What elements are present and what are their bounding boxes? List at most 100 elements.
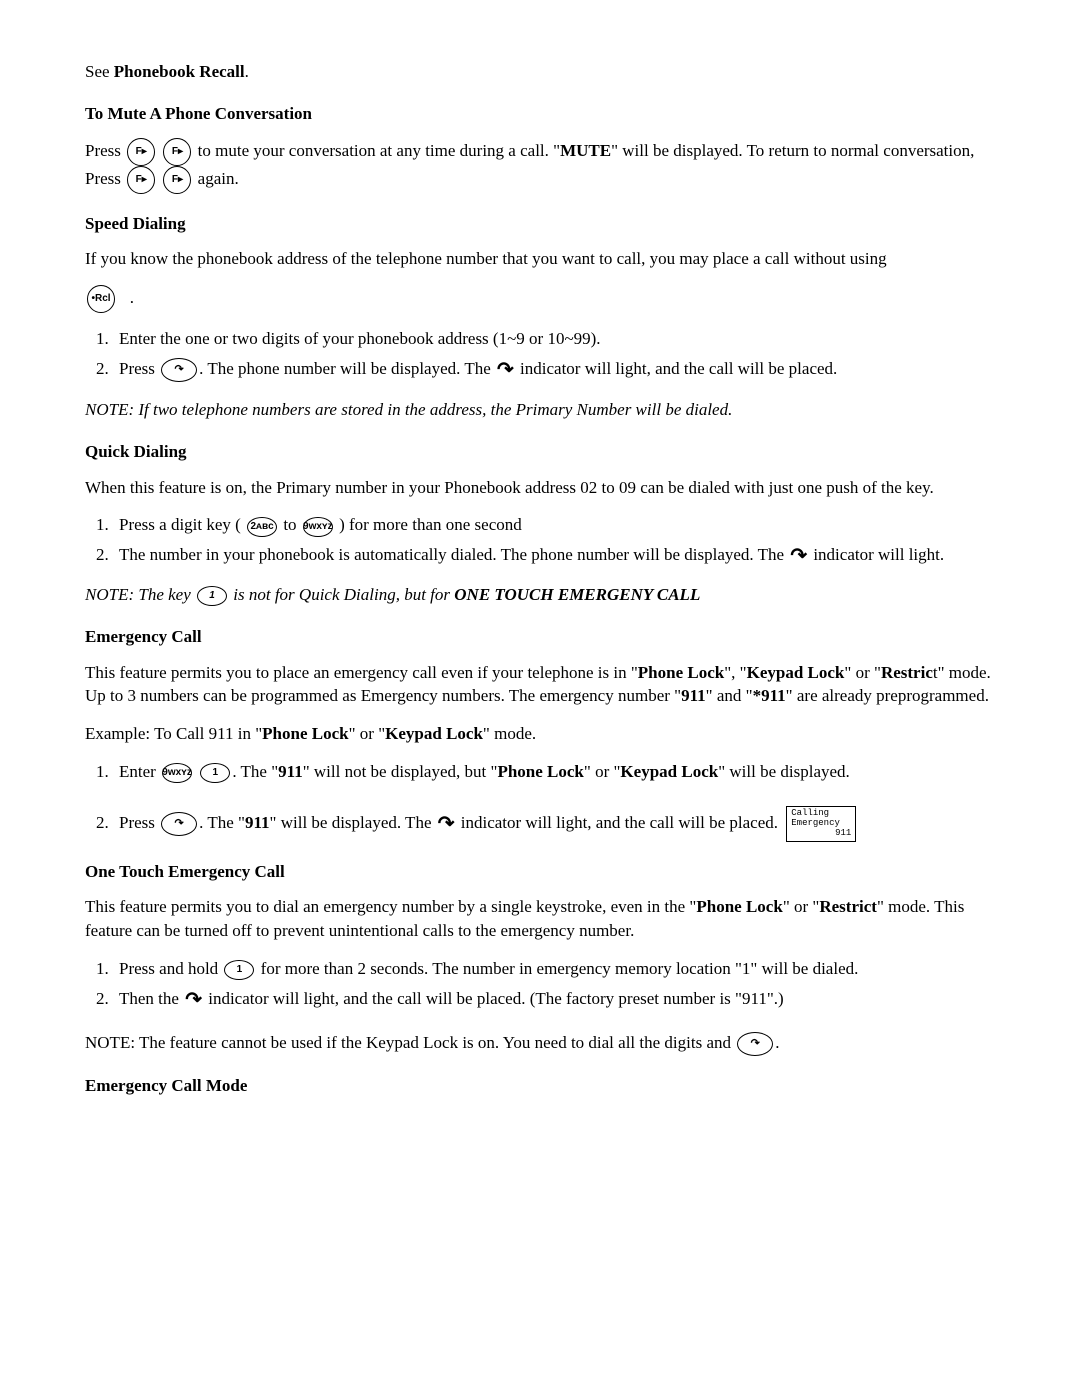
text: is not for Quick Dialing, but for xyxy=(233,585,454,604)
key-1-icon: 1 xyxy=(197,586,227,606)
list-item: Press ↷. The phone number will be displa… xyxy=(113,357,995,382)
text: ONE TOUCH EMERGENY CALL xyxy=(454,585,700,604)
emergency-list: Enter 9ᴡxʏᴢ 1. The "911" will not be dis… xyxy=(85,760,995,841)
phone-indicator-icon: ↷ xyxy=(497,360,514,380)
phonebook-recall: Phonebook Recall xyxy=(114,62,245,81)
emergency-para1: This feature permits you to place an eme… xyxy=(85,661,995,709)
list-item: The number in your phonebook is automati… xyxy=(113,543,995,567)
mute-heading: To Mute A Phone Conversation xyxy=(85,102,995,126)
list-item: Enter 9ᴡxʏᴢ 1. The "911" will not be dis… xyxy=(113,760,995,784)
onetouch-heading: One Touch Emergency Call xyxy=(85,860,995,884)
keypad-lock: Keypad Lock xyxy=(747,663,845,682)
lcd-display-icon: Calling Emergency 911 xyxy=(786,806,856,842)
star911: *911 xyxy=(753,686,786,705)
fn-key-icon: F▸ xyxy=(127,138,155,166)
text: Press a digit key ( xyxy=(119,515,241,534)
text: indicator will light. xyxy=(813,545,944,564)
text: Press xyxy=(119,359,159,378)
text: Enter the one or two digits of your phon… xyxy=(119,329,601,348)
key-9-icon: 9ᴡxʏᴢ xyxy=(303,517,333,537)
list-item: Press a digit key ( 2ᴀʙᴄ to 9ᴡxʏᴢ ) for … xyxy=(113,513,995,537)
phone-indicator-icon: ↷ xyxy=(438,814,455,834)
text: to xyxy=(283,515,300,534)
text: " or " xyxy=(844,663,881,682)
text: " will be displayed. The xyxy=(270,813,436,832)
text: This feature permits you to place an eme… xyxy=(85,663,638,682)
text: Press and hold xyxy=(119,959,222,978)
see-text: See xyxy=(85,62,114,81)
text: The number in your phonebook is automati… xyxy=(119,545,788,564)
n911: 911 xyxy=(245,813,270,832)
text: Example: To Call 911 in " xyxy=(85,724,262,743)
keypad-lock: Keypad Lock xyxy=(385,724,483,743)
text: Enter xyxy=(119,762,160,781)
phone-lock: Phone Lock xyxy=(262,724,348,743)
text: for more than 2 seconds. The number in e… xyxy=(261,959,859,978)
key-1-icon: 1 xyxy=(224,960,254,980)
phone-lock: Phone Lock xyxy=(497,762,583,781)
speed-list: Enter the one or two digits of your phon… xyxy=(85,327,995,382)
text: " or " xyxy=(584,762,621,781)
phone-indicator-icon: ↷ xyxy=(790,546,807,566)
send-key-icon: ↷ xyxy=(161,812,197,836)
quick-list: Press a digit key ( 2ᴀʙᴄ to 9ᴡxʏᴢ ) for … xyxy=(85,513,995,567)
text: " will be displayed. xyxy=(718,762,850,781)
text: " or " xyxy=(349,724,386,743)
mute-paragraph: Press F▸ F▸ to mute your conversation at… xyxy=(85,138,995,194)
intro-line: See Phonebook Recall. xyxy=(85,60,995,84)
text: indicator will light, and the call will … xyxy=(208,989,784,1008)
phone-indicator-icon: ↷ xyxy=(185,990,202,1010)
list-item: Press ↷. The "911" will be displayed. Th… xyxy=(113,806,995,842)
key-9-icon: 9ᴡxʏᴢ xyxy=(162,763,192,783)
n911: 911 xyxy=(278,762,303,781)
rcl-key-icon: •Rcl xyxy=(87,285,115,313)
text: " or " xyxy=(783,897,820,916)
speed-heading: Speed Dialing xyxy=(85,212,995,236)
emergency-example: Example: To Call 911 in "Phone Lock" or … xyxy=(85,722,995,746)
onetouch-list: Press and hold 1 for more than 2 seconds… xyxy=(85,957,995,1011)
text: " will not be displayed, but " xyxy=(303,762,498,781)
key-1-icon: 1 xyxy=(200,763,230,783)
text: again. xyxy=(198,169,239,188)
list-item: Enter the one or two digits of your phon… xyxy=(113,327,995,351)
fn-key-icon: F▸ xyxy=(163,138,191,166)
speed-icon-line: •Rcl . xyxy=(85,285,995,313)
emergency-heading: Emergency Call xyxy=(85,625,995,649)
list-item: Then the ↷ indicator will light, and the… xyxy=(113,987,995,1011)
onetouch-note: NOTE: The feature cannot be used if the … xyxy=(85,1031,995,1056)
mute-word: MUTE xyxy=(560,141,611,160)
text: ", " xyxy=(724,663,746,682)
keypad-lock: Keypad Lock xyxy=(620,762,718,781)
quick-para1: When this feature is on, the Primary num… xyxy=(85,476,995,500)
phone-lock: Phone Lock xyxy=(638,663,724,682)
text: " are already preprogrammed. xyxy=(786,686,989,705)
speed-para1: If you know the phonebook address of the… xyxy=(85,247,995,271)
mode-heading: Emergency Call Mode xyxy=(85,1074,995,1098)
fn-key-icon: F▸ xyxy=(127,166,155,194)
speed-note: NOTE: If two telephone numbers are store… xyxy=(85,398,995,422)
onetouch-para1: This feature permits you to dial an emer… xyxy=(85,895,995,943)
text: . xyxy=(775,1033,779,1052)
fn-key-icon: F▸ xyxy=(163,166,191,194)
text: ) for more than one second xyxy=(339,515,522,534)
list-item: Press and hold 1 for more than 2 seconds… xyxy=(113,957,995,981)
text: indicator will light, and the call will … xyxy=(520,359,837,378)
restrict: Restrict xyxy=(819,897,877,916)
restrict: Restric xyxy=(881,663,933,682)
text: indicator will light, and the call will … xyxy=(461,813,783,832)
text: . The " xyxy=(199,813,245,832)
text: . The phone number will be displayed. Th… xyxy=(199,359,495,378)
text: NOTE: The key xyxy=(85,585,195,604)
lcd-line: 911 xyxy=(791,829,851,839)
text: NOTE: The feature cannot be used if the … xyxy=(85,1033,735,1052)
text: This feature permits you to dial an emer… xyxy=(85,897,696,916)
text: " mode. xyxy=(483,724,536,743)
quick-heading: Quick Dialing xyxy=(85,440,995,464)
text: Then the xyxy=(119,989,183,1008)
text: to mute your conversation at any time du… xyxy=(198,141,560,160)
send-key-icon: ↷ xyxy=(737,1032,773,1056)
phone-lock: Phone Lock xyxy=(696,897,782,916)
text: " and " xyxy=(706,686,753,705)
key-2-icon: 2ᴀʙᴄ xyxy=(247,517,277,537)
text: Press xyxy=(85,141,125,160)
